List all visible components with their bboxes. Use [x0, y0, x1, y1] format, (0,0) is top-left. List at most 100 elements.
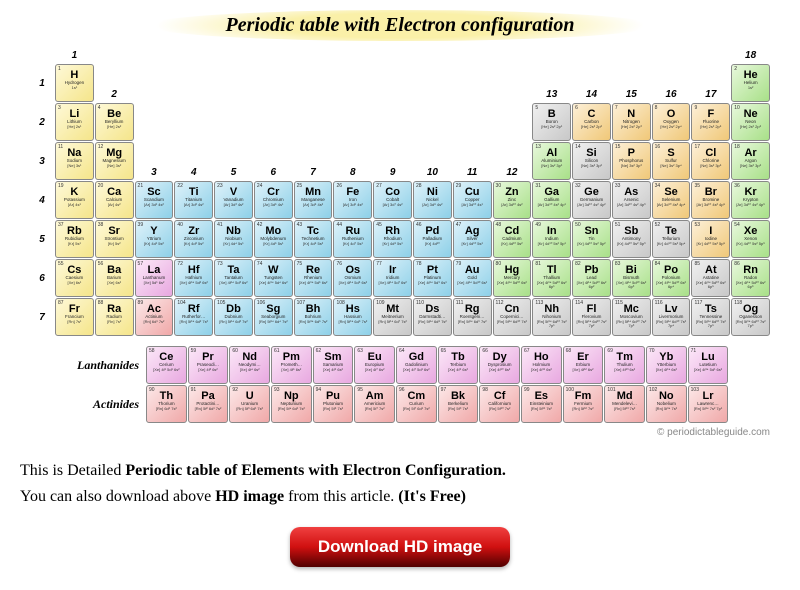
element-Lv: 116LvLivermorium[Rn] 5f¹⁴ 6d¹⁰ 7s² 7p⁴ [652, 298, 691, 336]
element-Am: 95AmAmericium[Rn] 5f⁷ 7s² [354, 385, 395, 423]
element-Ra: 88RaRadium[Rn] 7s² [95, 298, 134, 336]
group-label-9: 9 [373, 167, 412, 180]
element-Pt: 78PtPlatinum[Xe] 4f¹⁴ 5d⁹ 6s¹ [413, 259, 452, 297]
element-Fl: 114FlFlerovium[Rn] 5f¹⁴ 6d¹⁰ 7s² 7p² [572, 298, 611, 336]
element-Ge: 32GeGermanium[Ar] 3d¹⁰ 4s² 4p² [572, 181, 611, 219]
element-Ca: 20CaCalcium[Ar] 4s² [95, 181, 134, 219]
element-Pm: 61PmPrometh…[Xe] 4f⁵ 6s² [271, 346, 312, 384]
element-Ru: 44RuRuthenium[Kr] 4d⁷ 5s¹ [333, 220, 372, 258]
element-Te: 52TeTellurium[Kr] 4d¹⁰ 5s² 5p⁴ [652, 220, 691, 258]
element-Ac: 89AcActinium[Rn] 6d¹ 7s² [135, 298, 174, 336]
element-Gd: 64GdGadolinium[Xe] 4f⁷ 5d¹ 6s² [396, 346, 437, 384]
element-Rn: 86RnRadon[Xe] 4f¹⁴ 5d¹⁰ 6s² 6p⁶ [731, 259, 770, 297]
element-O: 8OOxygen[He] 2s² 2p⁴ [652, 103, 691, 141]
element-Sc: 21ScScandium[Ar] 3d¹ 4s² [135, 181, 174, 219]
element-Fe: 26FeIron[Ar] 3d⁶ 4s² [333, 181, 372, 219]
element-Cf: 98CfCalifornium[Rn] 5f¹⁰ 7s² [479, 385, 520, 423]
element-Ba: 56BaBarium[Xe] 6s² [95, 259, 134, 297]
element-Cd: 48CdCadmium[Kr] 4d¹⁰ 5s² [493, 220, 532, 258]
element-Os: 76OsOsmium[Xe] 4f¹⁴ 5d⁶ 6s² [333, 259, 372, 297]
desc-2b: HD image [215, 488, 284, 505]
element-Mc: 115McMoscovium[Rn] 5f¹⁴ 6d¹⁰ 7s² 7p³ [612, 298, 651, 336]
element-Mo: 42MoMolybdenum[Kr] 4d⁵ 5s¹ [254, 220, 293, 258]
download-button[interactable]: Download HD image [290, 527, 510, 567]
element-Fr: 87FrFrancium[Rn] 7s¹ [55, 298, 94, 336]
element-Y: 39YYttrium[Kr] 4d¹ 5s² [135, 220, 174, 258]
element-Xe: 54XeXenon[Kr] 4d¹⁰ 5s² 5p⁶ [731, 220, 770, 258]
element-Og: 118OgOganesson[Rn] 5f¹⁴ 6d¹⁰ 7s² 7p⁶ [731, 298, 770, 336]
element-Md: 101MdMendelevi…[Rn] 5f¹³ 7s² [604, 385, 645, 423]
page-title: Periodic table with Electron configurati… [146, 10, 655, 41]
group-label-2: 2 [95, 89, 134, 102]
element-Tm: 69TmThulium[Xe] 4f¹³ 6s² [604, 346, 645, 384]
credit-text: © periodictableguide.com [30, 427, 770, 438]
group-label-6: 6 [254, 167, 293, 180]
element-Eu: 63EuEuropium[Xe] 4f⁷ 6s² [354, 346, 395, 384]
element-Ts: 117TsTennessine[Rn] 5f¹⁴ 6d¹⁰ 7s² 7p⁵ [691, 298, 730, 336]
element-Lr: 103LrLawrenc…[Rn] 5f¹⁴ 7s² 7p¹ [688, 385, 729, 423]
group-label-4: 4 [174, 167, 213, 180]
group-label-8: 8 [333, 167, 372, 180]
group-label-10: 10 [413, 167, 452, 180]
series-grid: Lanthanides58CeCerium[Xe] 4f¹ 5d¹ 6s²59P… [30, 346, 770, 423]
group-label-13: 13 [532, 89, 571, 102]
desc-2c: from this article. [284, 488, 398, 505]
element-Au: 79AuGold[Xe] 4f¹⁴ 5d¹⁰ 6s¹ [453, 259, 492, 297]
group-label-18: 18 [731, 50, 770, 63]
element-Al: 13AlAluminium[Ne] 3s² 3p¹ [532, 142, 571, 180]
lanthanides-label: Lanthanides [30, 358, 145, 373]
element-Bh: 107BhBohrium[Rn] 5f¹⁴ 6d⁵ 7s² [294, 298, 333, 336]
element-C: 6CCarbon[He] 2s² 2p² [572, 103, 611, 141]
title-wrap: Periodic table with Electron configurati… [20, 10, 780, 41]
period-label-3: 3 [30, 156, 54, 167]
group-label-7: 7 [294, 167, 333, 180]
actinides-label: Actinides [30, 397, 145, 412]
element-Sg: 106SgSeaborgium[Rn] 5f¹⁴ 6d⁴ 7s² [254, 298, 293, 336]
periodic-table: 12345678910111213141516171812345671HHydr… [30, 49, 770, 438]
element-Sr: 38SrStrontium[Kr] 5s² [95, 220, 134, 258]
element-Ag: 47AgSilver[Kr] 4d¹⁰ 5s¹ [453, 220, 492, 258]
element-N: 7NNitrogen[He] 2s² 2p³ [612, 103, 651, 141]
element-Po: 84PoPolonium[Xe] 4f¹⁴ 5d¹⁰ 6s² 6p⁴ [652, 259, 691, 297]
element-Zr: 40ZrZirconium[Kr] 4d² 5s² [174, 220, 213, 258]
period-label-2: 2 [30, 117, 54, 128]
element-U: 92UUranium[Rn] 5f³ 6d¹ 7s² [229, 385, 270, 423]
element-Hf: 72HfHafnium[Xe] 4f¹⁴ 5d² 6s² [174, 259, 213, 297]
element-Re: 75ReRhenium[Xe] 4f¹⁴ 5d⁵ 6s² [294, 259, 333, 297]
element-V: 23VVanadium[Ar] 3d³ 4s² [214, 181, 253, 219]
element-Db: 105DbDubnium[Rn] 5f¹⁴ 6d³ 7s² [214, 298, 253, 336]
element-Tb: 65TbTerbium[Xe] 4f⁹ 6s² [438, 346, 479, 384]
element-P: 15PPhosphorus[Ne] 3s² 3p³ [612, 142, 651, 180]
button-wrap: Download HD image [20, 527, 780, 567]
element-S: 16SSulfur[Ne] 3s² 3p⁴ [652, 142, 691, 180]
element-Pb: 82PbLead[Xe] 4f¹⁴ 5d¹⁰ 6s² 6p² [572, 259, 611, 297]
element-F: 9FFluorine[He] 2s² 2p⁵ [691, 103, 730, 141]
element-H: 1HHydrogen1s¹ [55, 64, 94, 102]
element-Lu: 71LuLutetium[Xe] 4f¹⁴ 5d¹ 6s² [688, 346, 729, 384]
element-Pu: 94PuPlutonium[Rn] 5f⁶ 7s² [313, 385, 354, 423]
element-Li: 3LiLithium[He] 2s¹ [55, 103, 94, 141]
element-Cm: 96CmCurium[Rn] 5f⁷ 6d¹ 7s² [396, 385, 437, 423]
element-As: 33AsArsenic[Ar] 3d¹⁰ 4s² 4p³ [612, 181, 651, 219]
element-Pd: 46PdPalladium[Kr] 4d¹⁰ [413, 220, 452, 258]
element-Be: 4BeBeryllium[He] 2s² [95, 103, 134, 141]
period-label-1: 1 [30, 78, 54, 89]
element-Mg: 12MgMagnesium[Ne] 3s² [95, 142, 134, 180]
element-Hs: 108HsHassium[Rn] 5f¹⁴ 6d⁶ 7s² [333, 298, 372, 336]
element-Tl: 81TlThallium[Xe] 4f¹⁴ 5d¹⁰ 6s² 6p¹ [532, 259, 571, 297]
element-Dy: 66DyDysprosium[Xe] 4f¹⁰ 6s² [479, 346, 520, 384]
element-Th: 90ThThorium[Rn] 6d² 7s² [146, 385, 187, 423]
element-Sb: 51SbAntimony[Kr] 4d¹⁰ 5s² 5p³ [612, 220, 651, 258]
element-Ho: 67HoHolmium[Xe] 4f¹¹ 6s² [521, 346, 562, 384]
element-Es: 99EsEinsteinium[Rn] 5f¹¹ 7s² [521, 385, 562, 423]
element-Bk: 97BkBerkelium[Rn] 5f⁹ 7s² [438, 385, 479, 423]
element-I: 53IIodine[Kr] 4d¹⁰ 5s² 5p⁵ [691, 220, 730, 258]
element-La: 57LaLanthanum[Xe] 5d¹ 6s² [135, 259, 174, 297]
element-Ni: 28NiNickel[Ar] 3d⁸ 4s² [413, 181, 452, 219]
desc-2a: You can also download above [20, 488, 215, 505]
element-Bi: 83BiBismuth[Xe] 4f¹⁴ 5d¹⁰ 6s² 6p³ [612, 259, 651, 297]
group-label-5: 5 [214, 167, 253, 180]
element-Pa: 91PaProtactini…[Rn] 5f² 6d¹ 7s² [188, 385, 229, 423]
element-Br: 35BrBromine[Ar] 3d¹⁰ 4s² 4p⁵ [691, 181, 730, 219]
desc-2d: (It's Free) [398, 488, 466, 505]
